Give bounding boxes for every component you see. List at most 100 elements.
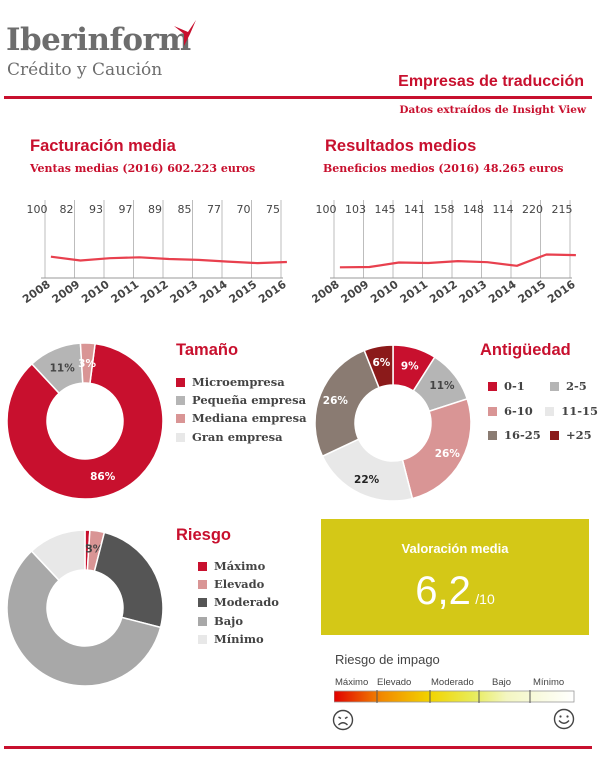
x-tick-label: 2010 (368, 278, 401, 306)
x-tick-label: 2008 (312, 278, 342, 306)
data-label: 220 (522, 203, 543, 216)
chart-title-facturacion: Facturación media (30, 137, 176, 155)
data-label: 70 (237, 203, 251, 216)
data-label: 114 (493, 203, 514, 216)
risk-label-moderado: Moderado (431, 677, 474, 688)
data-label: 145 (375, 203, 396, 216)
legend-item-moderado: Moderado (198, 593, 279, 611)
x-tick-label: 2015 (516, 278, 549, 306)
risk-label-elevado: Elevado (377, 677, 412, 688)
bottom-divider (4, 746, 592, 749)
data-label: 158 (434, 203, 455, 216)
x-tick-label: 2012 (138, 278, 171, 306)
data-label: 100 (27, 203, 48, 216)
slice-label: 26% (323, 395, 349, 407)
top-divider (4, 96, 592, 99)
data-label: 100 (316, 203, 337, 216)
chart-subtitle-facturacion: Ventas medias (2016) 602.223 euros (30, 162, 256, 175)
x-tick-label: 2011 (109, 278, 142, 306)
chart-title-resultados: Resultados medios (325, 137, 477, 155)
valoracion-panel: Valoración media 6,2 /10 (321, 519, 589, 635)
x-tick-label: 2008 (20, 278, 53, 306)
data-label: 148 (463, 203, 484, 216)
logo-arrow-icon (174, 20, 196, 46)
legend-item-11-15: 11-15 (545, 399, 598, 424)
slice-label: 86% (90, 471, 116, 483)
slice-label: 26% (435, 448, 461, 460)
data-label: 85 (178, 203, 192, 216)
chart-title-tamano: Tamaño (176, 341, 239, 359)
legend-item-microempresa: Microempresa (176, 373, 307, 391)
slice-label: 9% (401, 360, 419, 372)
legend-tamano: Microempresa Pequeña empresa Mediana emp… (176, 373, 307, 446)
valoracion-value: 6,2 /10 (321, 569, 589, 614)
chart-title-antiguedad: Antigüedad (480, 341, 571, 359)
source-note: Datos extraídos de Insight View (399, 104, 586, 116)
legend-item-25-plus: +25 (550, 423, 592, 448)
slice-label: 11% (429, 380, 455, 392)
happy-face-icon (553, 708, 575, 730)
x-tick-label: 2016 (256, 278, 289, 306)
legend-item-gran: Gran empresa (176, 428, 307, 446)
x-tick-label: 2014 (197, 278, 230, 306)
donut-slice (363, 344, 394, 389)
data-label: 141 (404, 203, 425, 216)
legend-item-16-25: 16-25 (488, 423, 550, 448)
data-label: 103 (345, 203, 366, 216)
donut-slice (93, 531, 164, 629)
legend-item-pequena: Pequeña empresa (176, 391, 307, 409)
risk-gradient-bar (334, 690, 575, 703)
page-title: Empresas de traducción (398, 73, 584, 90)
sad-face-icon (332, 709, 354, 731)
donut-chart-riesgo: 1%3% (6, 529, 164, 687)
donut-slice (79, 342, 96, 385)
x-tick-label: 2014 (486, 278, 519, 306)
donut-slice (6, 342, 164, 500)
donut-chart-tamano: 86% 11% 3% (6, 342, 164, 500)
valoracion-score: 6,2 (415, 569, 471, 613)
x-tick-label: 2011 (398, 278, 431, 306)
legend-item-maximo: Máximo (198, 557, 279, 575)
risk-label-bajo: Bajo (492, 677, 512, 688)
valoracion-scale: /10 (475, 591, 495, 607)
donut-slice (314, 349, 380, 458)
x-tick-label: 2013 (168, 278, 201, 306)
risk-label-maximo: Máximo (335, 677, 369, 688)
legend-riesgo: Máximo Elevado Moderado Bajo Mínimo (198, 557, 279, 648)
chart-title-riesgo: Riesgo (176, 526, 232, 544)
brand-tagline: Crédito y Caución (7, 60, 163, 80)
data-label: 93 (89, 203, 103, 216)
riesgo-impago-title: Riesgo de impago (335, 652, 440, 667)
x-tick-label: 2009 (50, 278, 83, 306)
x-tick-label: 2009 (339, 278, 372, 306)
data-label: 75 (266, 203, 280, 216)
slice-label: 3% (78, 358, 96, 370)
legend-item-mediana: Mediana empresa (176, 409, 307, 427)
data-label: 82 (60, 203, 74, 216)
risk-label-minimo: Mínimo (533, 677, 565, 688)
donut-slice (6, 550, 162, 687)
donut-slice (401, 397, 472, 500)
data-label: 97 (119, 203, 133, 216)
legend-item-0-1: 0-1 (488, 374, 550, 399)
legend-item-elevado: Elevado (198, 575, 279, 593)
data-label: 77 (207, 203, 221, 216)
x-tick-label: 2012 (427, 278, 460, 306)
valoracion-title: Valoración media (401, 541, 509, 556)
line-chart-facturacion: 100 82 93 97 89 85 77 70 75200820092010201120122… (20, 200, 289, 306)
legend-antiguedad: 0-1 2-5 6-10 11-15 16-25 +25 (488, 374, 598, 448)
legend-item-bajo: Bajo (198, 612, 279, 630)
donut-slice (30, 529, 86, 582)
line-chart-resultados: 100 103 145 141 158 148 114 220 2152008200920102… (312, 200, 578, 306)
legend-item-2-5: 2-5 (550, 374, 587, 399)
donut-chart-antiguedad: 9% 11% 26% 22% 26% 6% (314, 344, 472, 502)
legend-item-minimo: Mínimo (198, 630, 279, 648)
data-label: 215 (552, 203, 573, 216)
data-label: 89 (148, 203, 162, 216)
x-tick-label: 2016 (545, 278, 578, 306)
x-tick-label: 2015 (227, 278, 260, 306)
chart-subtitle-resultados: Beneficios medios (2016) 48.265 euros (323, 162, 564, 175)
x-tick-label: 2010 (79, 278, 112, 306)
x-tick-label: 2013 (457, 278, 490, 306)
brand-name: Iberinform (6, 22, 191, 58)
